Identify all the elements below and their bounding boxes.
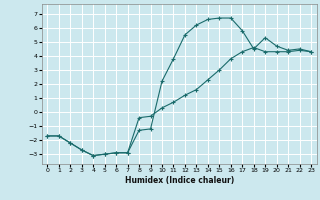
X-axis label: Humidex (Indice chaleur): Humidex (Indice chaleur) <box>124 176 234 185</box>
